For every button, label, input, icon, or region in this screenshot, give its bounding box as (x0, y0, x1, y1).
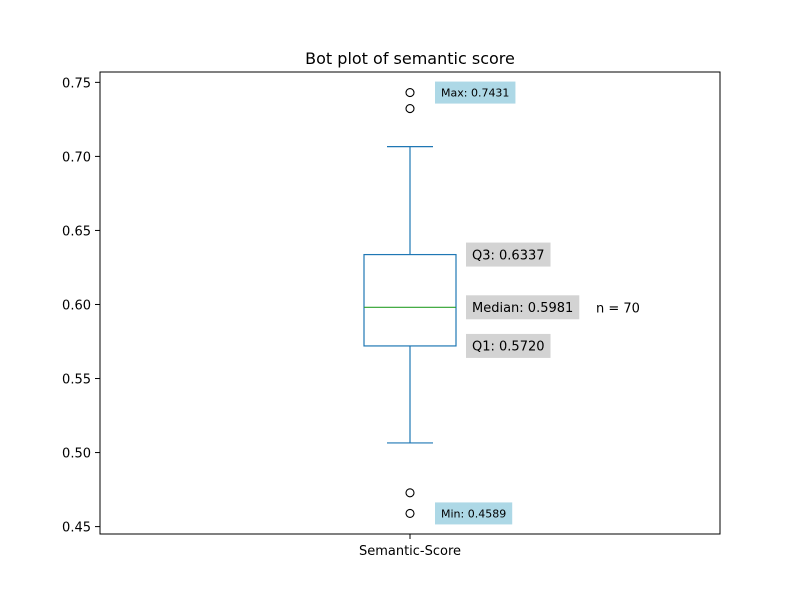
y-tick-label: 0.70 (62, 150, 91, 165)
median-label-background (466, 295, 580, 320)
y-tick-label: 0.65 (62, 224, 91, 239)
y-tick-label: 0.50 (62, 447, 91, 462)
y-axis: 0.45 0.50 0.55 0.60 0.65 0.70 0.75 (62, 76, 100, 536)
min-label: Min: 0.4589 (441, 507, 506, 520)
y-tick-label: 0.55 (62, 373, 91, 388)
q1-label: Q1: 0.5720 (472, 340, 545, 355)
y-tick-label: 0.45 (62, 521, 91, 536)
x-axis: Semantic-Score (359, 534, 461, 559)
y-tick-label: 0.75 (62, 76, 91, 91)
sample-size-label: n = 70 (596, 301, 640, 316)
q3-label-background (466, 242, 551, 267)
annotation-group: Max: 0.7431 Min: 0.4589 Q3: 0.6337 Media… (435, 81, 640, 525)
outlier-point (405, 488, 415, 498)
plot-frame (99, 71, 721, 535)
x-tick-label: Semantic-Score (359, 544, 461, 559)
chart-title: Bot plot of semantic score (305, 49, 515, 68)
min-label-background (435, 502, 513, 525)
outlier-point (405, 88, 415, 98)
outlier-group (405, 88, 415, 518)
q3-label: Q3: 0.6337 (472, 248, 545, 263)
max-label-background (435, 81, 516, 104)
y-tick-label: 0.60 (62, 298, 91, 313)
iqr-box (363, 253, 457, 347)
max-label: Max: 0.7431 (441, 87, 509, 100)
box-group (363, 146, 457, 444)
median-label: Median: 0.5981 (472, 301, 573, 316)
outlier-point (405, 508, 415, 518)
q1-label-background (466, 333, 551, 358)
outlier-point (405, 104, 415, 114)
